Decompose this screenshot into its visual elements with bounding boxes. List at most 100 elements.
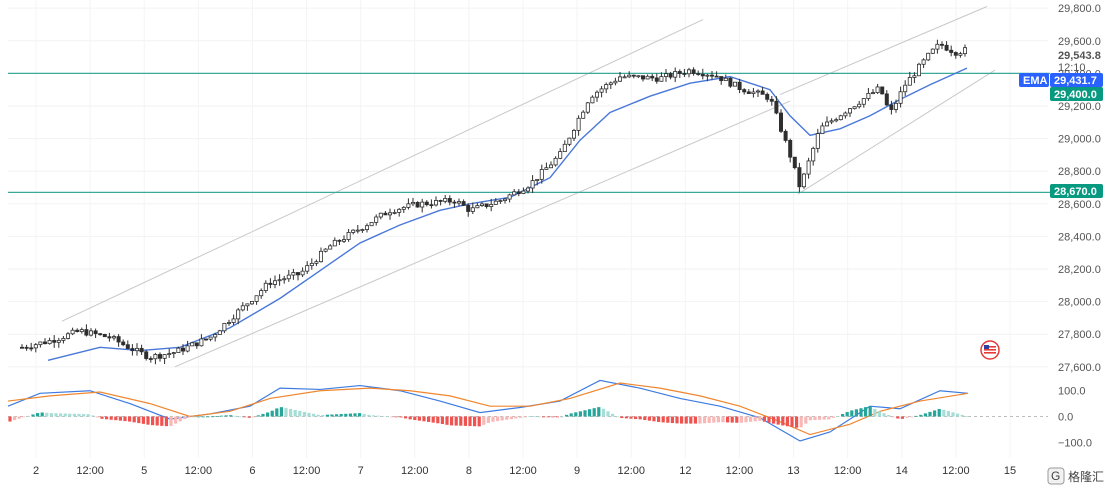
histogram-bar [873, 408, 877, 417]
candle-body [535, 178, 540, 181]
histogram-bar [54, 413, 58, 417]
histogram-bar [275, 408, 279, 417]
histogram-bar [72, 413, 76, 417]
candle-body [484, 203, 489, 207]
histogram-bar [721, 416, 725, 423]
histogram-bar [496, 416, 500, 422]
candle [70, 327, 75, 336]
histogram-bar [928, 411, 932, 417]
candle-body [719, 76, 724, 82]
histogram-bar [13, 416, 17, 421]
price-tick-label: 28,400.0 [1058, 231, 1101, 243]
candle [912, 72, 917, 84]
candle [75, 328, 80, 333]
candle-body [323, 248, 328, 252]
histogram-bar [532, 416, 536, 418]
price-tick-label: 29,000.0 [1058, 134, 1101, 146]
time-tick-label: 12:00 [942, 465, 970, 477]
candle [498, 199, 503, 204]
candle [806, 157, 811, 179]
candle-body [949, 49, 954, 53]
histogram-bar [123, 416, 127, 422]
histogram-bar [385, 416, 389, 418]
trend-channels [61, 6, 996, 368]
candle [410, 197, 415, 207]
candle-body [378, 212, 383, 218]
candle [797, 162, 802, 193]
histogram-bar [965, 416, 969, 417]
candle [378, 212, 383, 220]
candle-body [512, 191, 517, 196]
histogram-bar [229, 415, 233, 417]
candle-body [125, 344, 130, 349]
candle [429, 199, 434, 209]
candle-body [687, 69, 692, 75]
candle-body [815, 133, 820, 149]
candle-body [438, 200, 443, 202]
candle [364, 223, 369, 233]
candle-body [43, 341, 48, 345]
candle-body [249, 301, 254, 305]
histogram-bar [638, 416, 642, 420]
candle-body [516, 191, 521, 194]
candle-body [935, 43, 940, 50]
candle [765, 92, 770, 103]
candle-body [259, 290, 264, 297]
histogram-bar [670, 416, 674, 424]
histogram-bar [735, 416, 739, 423]
candle-body [728, 77, 733, 87]
svg-text:G: G [1051, 469, 1060, 483]
histogram-bar [146, 416, 150, 425]
candle [355, 225, 360, 234]
histogram-bar [279, 407, 283, 417]
time-tick-label: 12:00 [726, 465, 754, 477]
candle-body [162, 354, 167, 359]
candle [622, 74, 627, 79]
candle-body [714, 75, 719, 78]
histogram-bar [100, 416, 104, 419]
candle [590, 95, 595, 104]
candle-body [29, 347, 34, 350]
candle-body [783, 130, 788, 141]
candle-body [194, 342, 199, 347]
candle-body [102, 333, 107, 338]
histogram-bar [891, 416, 895, 418]
candle-body [401, 206, 406, 210]
candle [415, 201, 420, 208]
candle-body [346, 232, 351, 240]
candle [645, 74, 650, 80]
histogram-bar [555, 416, 559, 418]
us-flag-icon[interactable] [980, 340, 1000, 360]
candle-body [733, 81, 738, 87]
histogram-bar [942, 409, 946, 417]
candle-body [429, 204, 434, 207]
candle [240, 302, 245, 312]
candle [894, 99, 899, 113]
candle-body [318, 250, 323, 263]
candle-body [751, 91, 756, 94]
histogram-bar [26, 415, 30, 417]
candle [664, 69, 669, 82]
histogram-bar [95, 416, 99, 418]
candle-body [489, 204, 494, 207]
histogram-bar [565, 414, 569, 417]
time-tick-label: 8 [466, 465, 472, 477]
candle-body [903, 84, 908, 93]
candle-body [825, 121, 830, 127]
histogram-bar [611, 413, 615, 417]
histogram-bar [951, 412, 955, 417]
candle [714, 71, 719, 78]
candle-body [650, 75, 655, 79]
histogram-bar [528, 416, 532, 417]
candle-body [79, 329, 84, 332]
candle [130, 344, 135, 356]
candle [650, 73, 655, 82]
candle-body [811, 147, 816, 162]
histogram-bar [252, 416, 256, 418]
candle-body [374, 216, 379, 223]
candle-body [774, 100, 779, 114]
candle-body [217, 330, 222, 335]
candle-body [121, 341, 126, 346]
histogram-bar [459, 416, 463, 426]
ema-value-label: 29,431.7 [1054, 75, 1097, 87]
